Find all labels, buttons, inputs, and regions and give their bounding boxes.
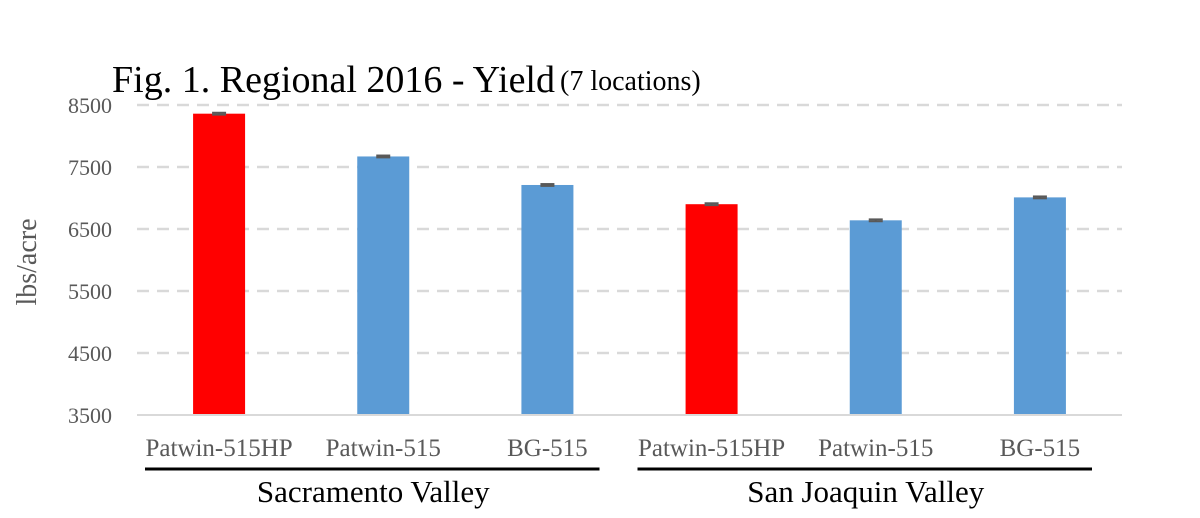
y-tick-label: 4500 <box>68 341 112 366</box>
error-bars <box>212 111 1047 223</box>
y-tick-label: 8500 <box>68 93 112 118</box>
x-tick-label: BG-515 <box>507 435 588 462</box>
bar <box>685 204 738 415</box>
chart-title: Fig. 1. Regional 2016 - Yield <box>112 59 555 101</box>
x-tick-label: Patwin-515HP <box>145 435 292 462</box>
x-tick-label: Patwin-515 <box>326 435 441 462</box>
x-tick-label: BG-515 <box>1000 435 1081 462</box>
bar <box>1013 197 1066 415</box>
bar <box>521 184 574 415</box>
y-axis-label: lbs/acre <box>12 218 43 305</box>
gridlines <box>137 103 1122 355</box>
x-axis-ticks: Patwin-515HP Patwin-515 BG-515 Patwin-515HP… <box>145 435 1080 462</box>
bar <box>849 220 902 415</box>
chart-subtitle: (7 locations) <box>560 66 701 97</box>
y-tick-label: 6500 <box>68 217 112 242</box>
bar <box>193 113 246 416</box>
bars <box>193 113 1066 416</box>
group-labels: Sacramento Valley San Joaquin Valley <box>145 467 1092 509</box>
y-tick-label: 5500 <box>68 279 112 304</box>
y-tick-label: 7500 <box>68 155 112 180</box>
y-tick-label: 3500 <box>68 403 112 428</box>
x-tick-label: Patwin-515HP <box>638 435 785 462</box>
group-label: Sacramento Valley <box>257 474 490 509</box>
x-tick-label: Patwin-515 <box>818 435 933 462</box>
bar <box>357 156 410 415</box>
group-label: San Joaquin Valley <box>747 474 985 509</box>
y-axis-ticks: 3500 4500 5500 6500 7500 8500 <box>68 93 112 428</box>
